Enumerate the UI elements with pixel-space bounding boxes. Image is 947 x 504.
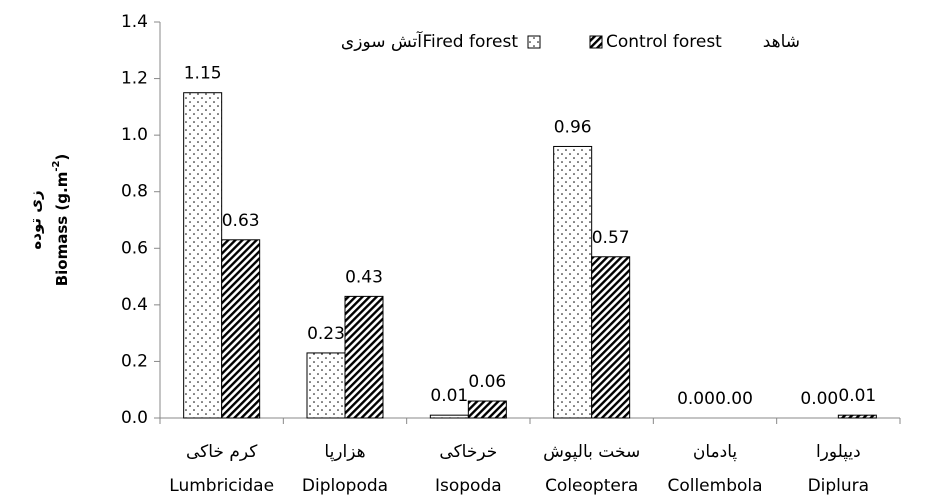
x-tick-label: Lumbricidae	[169, 476, 274, 496]
x-tick-label: Diplopoda	[302, 476, 388, 496]
data-label: 0.01	[430, 386, 468, 406]
data-label: 0.57	[592, 228, 630, 248]
bar	[344, 295, 384, 419]
x-tick-label: Collembola	[667, 476, 762, 496]
y-tick-label: 0.0	[121, 408, 148, 428]
x-tick-label-fa: کرم خاکی	[186, 442, 258, 462]
legend-label: Control forest	[606, 32, 722, 52]
legend-label-fa: شاهد	[763, 32, 800, 52]
y-axis-label-fa: زی توده	[27, 190, 45, 249]
data-label: 0.43	[345, 267, 383, 287]
bar	[553, 145, 593, 419]
legend-label: Fired forest	[422, 32, 518, 52]
x-tick-label-fa: سخت بالپوش	[543, 442, 640, 462]
legend-swatch	[527, 35, 541, 49]
x-tick-label: Diplura	[808, 476, 870, 496]
data-label: 0.00	[715, 389, 753, 409]
x-tick-label-fa: خرخاکی	[439, 442, 497, 462]
bar	[183, 92, 223, 419]
data-label: 0.00	[800, 389, 838, 409]
bar	[467, 400, 507, 419]
y-tick-label: 0.4	[121, 295, 148, 315]
bar	[429, 414, 469, 419]
data-label: 0.00	[677, 389, 715, 409]
bar	[306, 352, 346, 419]
x-tick-label-fa: دیپلورا	[816, 442, 861, 462]
data-label: 0.96	[554, 117, 592, 137]
legend-swatch	[589, 35, 603, 49]
y-tick-label: 0.8	[121, 182, 148, 202]
y-tick-label: 0.6	[121, 238, 148, 258]
data-label: 0.63	[222, 211, 260, 231]
legend-label-fa: آتش سوزی	[341, 30, 423, 52]
x-tick-label-fa: هزارپا	[324, 442, 365, 462]
y-tick-label: 1.4	[121, 12, 148, 32]
y-tick-label: 1.2	[121, 69, 148, 89]
y-tick-label: 1.0	[121, 125, 148, 145]
data-label: 0.06	[468, 372, 506, 392]
data-label: 0.23	[307, 324, 345, 344]
data-label: 0.01	[838, 386, 876, 406]
y-axis-label: Biomass (g.m-2)	[51, 154, 71, 287]
x-tick-label: Isopoda	[435, 476, 502, 496]
bar	[837, 414, 877, 419]
y-tick-label: 0.2	[121, 351, 148, 371]
bar	[591, 256, 631, 419]
bar	[221, 239, 261, 419]
data-label: 1.15	[184, 64, 222, 84]
x-tick-label: Coleoptera	[545, 476, 638, 496]
x-tick-label-fa: پادمان	[693, 442, 738, 462]
